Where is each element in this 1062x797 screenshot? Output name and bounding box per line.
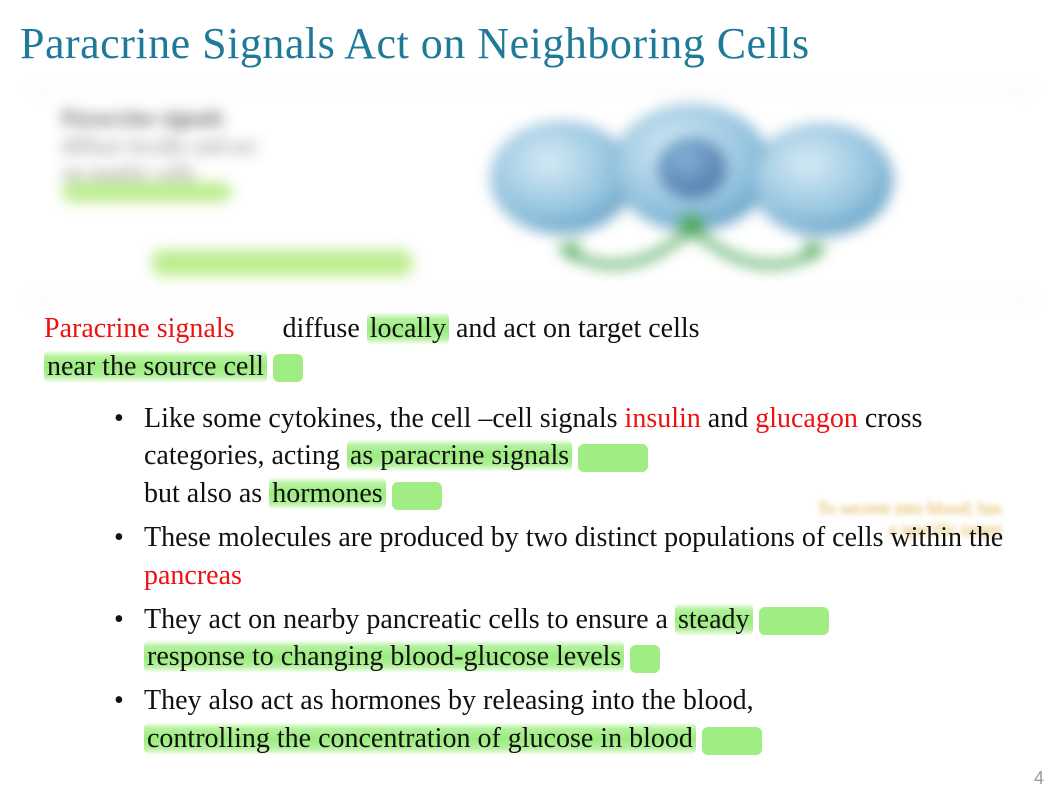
highlight-trail <box>759 607 829 635</box>
bullet-text: Like some cytokines, the cell –cell sign… <box>144 403 625 434</box>
keyword-red: pancreas <box>144 560 242 591</box>
bullet-text: These molecules are produced by two dist… <box>144 522 1003 553</box>
bullet-text: and <box>701 403 755 434</box>
page-number: 4 <box>1034 768 1044 789</box>
body-text: Paracrine signals diffuse locally and ac… <box>44 310 1024 764</box>
cells-diagram-icon <box>452 98 912 298</box>
highlighted-text: steady <box>675 603 753 636</box>
blurred-caption: Paracrine signals diffuse locally and ac… <box>62 104 362 187</box>
blurred-caption-line1: Paracrine signals <box>62 104 362 132</box>
blurred-figure-region: Paracrine signals diffuse locally and ac… <box>32 88 1032 302</box>
intro-highlight-near-source: near the source cell <box>44 350 267 383</box>
keyword-red: glucagon <box>755 403 858 434</box>
bullet-item: They also act as hormones by releasing i… <box>114 682 1024 758</box>
highlight-trail <box>630 645 660 673</box>
bullet-text: but also as <box>144 478 269 509</box>
slide-title: Paracrine Signals Act on Neighboring Cel… <box>20 18 810 69</box>
keyword-red: insulin <box>625 403 701 434</box>
highlight-trail <box>392 482 442 510</box>
highlighted-text: as paracrine signals <box>347 439 572 472</box>
highlighted-text: hormones <box>269 477 385 510</box>
bullet-text: They act on nearby pancreatic cells to e… <box>144 604 675 635</box>
intro-highlight-locally: locally <box>367 312 449 345</box>
blurred-highlight <box>152 250 412 276</box>
highlighted-text: controlling the concentration of glucose… <box>144 722 696 755</box>
blurred-highlight <box>62 182 232 202</box>
bullet-item: These molecules are produced by two dist… <box>114 519 1024 595</box>
blurred-caption-line2: diffuse locally and act <box>62 132 362 160</box>
slide: Paracrine Signals Act on Neighboring Cel… <box>0 0 1062 797</box>
intro-term-paracrine: Paracrine signals <box>44 313 235 344</box>
highlighted-text: response to changing blood-glucose level… <box>144 640 624 673</box>
bullet-item: They act on nearby pancreatic cells to e… <box>114 601 1024 677</box>
bullet-item: Like some cytokines, the cell –cell sign… <box>114 400 1024 513</box>
intro-paragraph: Paracrine signals diffuse locally and ac… <box>44 310 1024 386</box>
bullet-list: Like some cytokines, the cell –cell sign… <box>114 400 1024 758</box>
highlight-trail <box>702 727 762 755</box>
highlight-trail <box>578 444 648 472</box>
intro-text: diffuse <box>283 313 367 344</box>
intro-text: and act on target cells <box>449 313 700 344</box>
bullet-text: They also act as hormones by releasing i… <box>144 685 754 716</box>
